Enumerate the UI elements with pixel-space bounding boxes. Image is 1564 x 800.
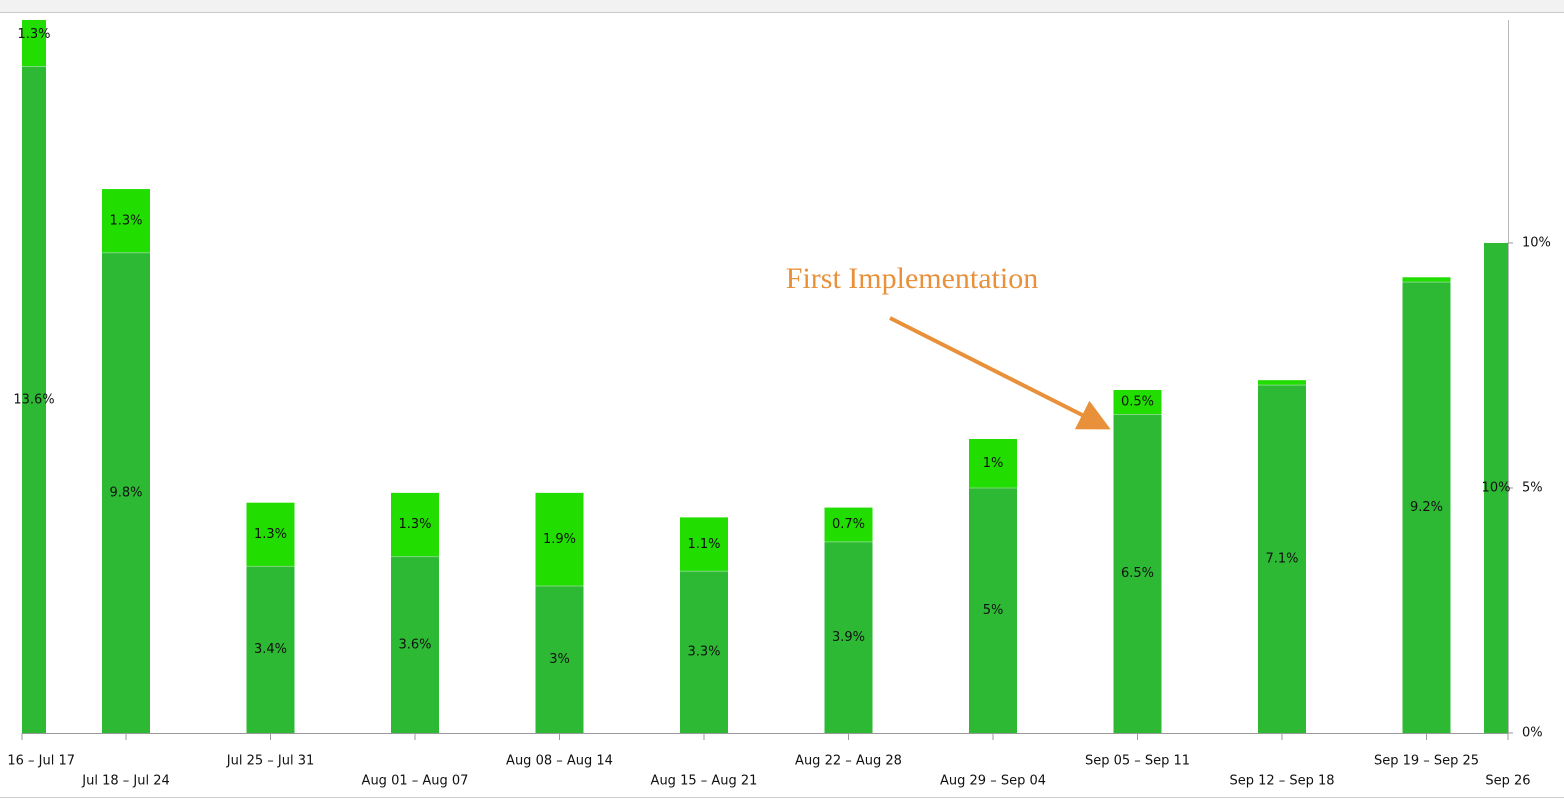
bar-segment — [102, 189, 150, 253]
bar-segment — [391, 492, 439, 557]
data-label: 9.8% — [109, 485, 142, 500]
bar-segment — [1484, 242, 1508, 733]
bar-segment — [824, 541, 873, 733]
data-label: 9.2% — [1410, 500, 1443, 515]
x-tick-label: Aug 08 – Aug 14 — [506, 754, 613, 769]
data-label: 3.6% — [398, 637, 431, 652]
data-label: 13.6% — [13, 392, 54, 407]
data-label: 3.3% — [687, 645, 720, 660]
data-label: 1.3% — [398, 517, 431, 532]
bar-segment — [1258, 385, 1306, 733]
data-label: 7.1% — [1265, 552, 1298, 567]
bar-segment — [969, 487, 1017, 733]
bar-segment — [22, 66, 46, 733]
annotation-arrow — [889, 316, 1111, 430]
x-tick-label: Sep 26 — [1485, 774, 1530, 789]
bar-segment — [824, 507, 873, 542]
data-label: 6.5% — [1121, 566, 1154, 581]
y-tick-label: 5% — [1522, 480, 1543, 495]
bar-segment — [1258, 380, 1306, 386]
bar-segment — [22, 20, 46, 67]
bar-segment — [535, 585, 584, 733]
x-tick-label: Sep 19 – Sep 25 — [1374, 754, 1479, 769]
bar-segment — [246, 566, 295, 733]
data-label: 1.3% — [254, 527, 287, 542]
toolbar — [0, 0, 1564, 12]
data-label: 10% — [1482, 480, 1511, 495]
x-tick-label: Aug 01 – Aug 07 — [362, 774, 469, 789]
bar-segment — [1113, 389, 1162, 415]
bar-segment — [680, 517, 728, 572]
x-tick-label: Sep 12 – Sep 18 — [1229, 774, 1334, 789]
bar-segment — [1402, 282, 1451, 733]
data-label: 0.7% — [832, 517, 865, 532]
data-label: 0.5% — [1121, 395, 1154, 410]
data-label: 1.3% — [17, 27, 50, 42]
annotation: First Implementation — [786, 262, 1038, 295]
bar-segment — [102, 252, 150, 733]
data-label: 5% — [983, 603, 1004, 618]
bar-segment — [680, 571, 728, 733]
data-label: 3.9% — [832, 630, 865, 645]
x-tick-label: Aug 29 – Sep 04 — [940, 774, 1046, 789]
data-label: 1% — [983, 456, 1004, 471]
bar-segment — [1113, 414, 1162, 733]
y-tick-label: 0% — [1522, 726, 1543, 741]
data-label: 3% — [549, 652, 570, 667]
bar-segment — [1402, 277, 1451, 283]
x-tick-label: Jul 25 – Jul 31 — [226, 754, 314, 769]
bars — [22, 20, 1508, 733]
bar-segment — [535, 492, 584, 586]
y-tick-label: 10% — [1522, 235, 1551, 250]
data-label: 1.1% — [687, 537, 720, 552]
bar-segment — [246, 502, 295, 567]
data-label: 1.3% — [109, 213, 142, 228]
data-label: 1.9% — [543, 532, 576, 547]
x-tick-label: Sep 05 – Sep 11 — [1085, 754, 1190, 769]
x-tick-label: 16 – Jul 17 — [7, 754, 75, 769]
bar-segment — [391, 556, 439, 733]
x-tick-label: Jul 18 – Jul 24 — [81, 774, 169, 789]
x-tick-label: Aug 15 – Aug 21 — [651, 774, 758, 789]
data-label: 3.4% — [254, 642, 287, 657]
bar-segment — [969, 438, 1017, 488]
x-tick-label: Aug 22 – Aug 28 — [795, 754, 902, 769]
